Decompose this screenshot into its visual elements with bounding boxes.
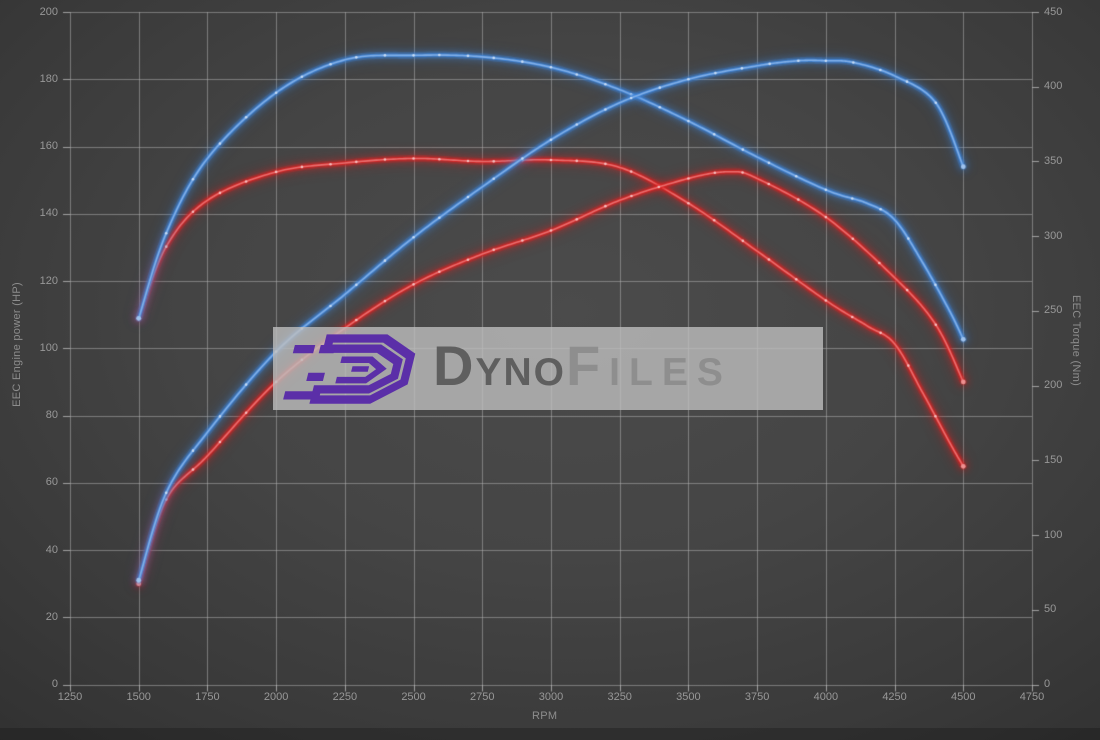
x-tick-label: 3750 (744, 691, 770, 703)
right-y-tick-label: 200 (1044, 379, 1063, 392)
left-y-tick-label: 0 (51, 678, 58, 690)
left-y-tick-label: 60 (45, 476, 58, 489)
x-tick-label: 4750 (1019, 691, 1045, 703)
dynofiles-watermark: DynoFiles (273, 327, 823, 410)
left-y-tick-label: 40 (45, 543, 58, 556)
right-y-tick-label: 300 (1044, 229, 1063, 242)
right-y-tick-label: 250 (1044, 304, 1063, 317)
left-y-tick-label: 80 (45, 409, 58, 421)
left-y-tick-label: 200 (39, 5, 58, 18)
x-tick-label: 3500 (676, 691, 701, 703)
x-tick-label: 2000 (263, 691, 289, 703)
wordmark-dyno: Dyno (433, 333, 566, 397)
right-y-tick-label: 0 (1044, 678, 1051, 690)
right-y-tick-label: 100 (1044, 528, 1063, 541)
x-tick-label: 2750 (470, 691, 495, 703)
x-tick-label: 2500 (401, 691, 426, 703)
x-tick-label: 3000 (538, 691, 564, 703)
right-y-tick-label: 400 (1044, 80, 1063, 93)
x-tick-label: 1250 (57, 691, 83, 703)
left-y-tick-label: 160 (39, 140, 58, 152)
left-y-tick-label: 180 (39, 72, 58, 85)
left-y-tick-label: 20 (45, 610, 58, 623)
x-tick-label: 2250 (332, 691, 358, 703)
left-axis-title: EEC Engine power (HP) (11, 282, 23, 407)
right-y-tick-label: 450 (1044, 5, 1063, 18)
right-y-tick-label: 50 (1044, 603, 1057, 616)
x-tick-label: 1500 (126, 691, 151, 703)
wordmark-files: Files (565, 333, 732, 397)
x-axis-title: RPM (532, 710, 558, 722)
x-tick-label: 3250 (607, 691, 632, 703)
bottom-strip (0, 728, 1100, 740)
right-axis-title: EEC Torque (Nm) (1070, 295, 1082, 387)
right-y-tick-label: 350 (1044, 154, 1063, 167)
x-tick-label: 4250 (882, 691, 907, 703)
x-tick-label: 1750 (195, 691, 220, 703)
left-y-tick-label: 120 (39, 274, 58, 287)
left-y-tick-label: 140 (39, 207, 58, 220)
dynofiles-wordmark: DynoFiles (433, 333, 732, 397)
x-tick-label: 4500 (951, 691, 976, 703)
left-y-tick-label: 100 (39, 341, 58, 354)
right-y-tick-label: 150 (1044, 453, 1063, 466)
dynofiles-logo-icon (283, 333, 416, 404)
x-tick-label: 4000 (813, 691, 839, 703)
